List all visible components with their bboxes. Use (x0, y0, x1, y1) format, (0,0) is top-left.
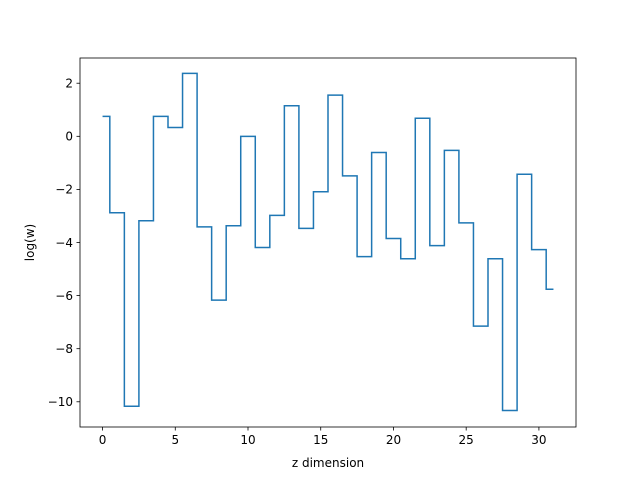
x-axis-label: z dimension (292, 456, 364, 470)
x-axis: 0 5 10 15 20 25 30 (99, 427, 547, 447)
x-tick-label: 0 (99, 433, 107, 447)
y-tick-label: −4 (55, 236, 73, 250)
y-tick-label: −10 (48, 395, 73, 409)
series-line-0 (102, 72, 554, 412)
x-tick-label: 5 (171, 433, 179, 447)
x-tick-label: 10 (240, 433, 255, 447)
x-tick-label: 20 (386, 433, 401, 447)
y-axis: 2 0 −2 −4 −6 −8 −10 (48, 77, 80, 409)
x-tick-label: 25 (459, 433, 474, 447)
y-tick-label: 2 (65, 77, 73, 91)
x-tick-label: 30 (531, 433, 546, 447)
y-tick-label: −2 (55, 183, 73, 197)
y-tick-label: 0 (65, 130, 73, 144)
y-tick-label: −6 (55, 289, 73, 303)
plot-area (102, 72, 554, 412)
y-tick-label: −8 (55, 342, 73, 356)
x-tick-label: 15 (313, 433, 328, 447)
y-axis-label: log(w) (23, 224, 37, 261)
